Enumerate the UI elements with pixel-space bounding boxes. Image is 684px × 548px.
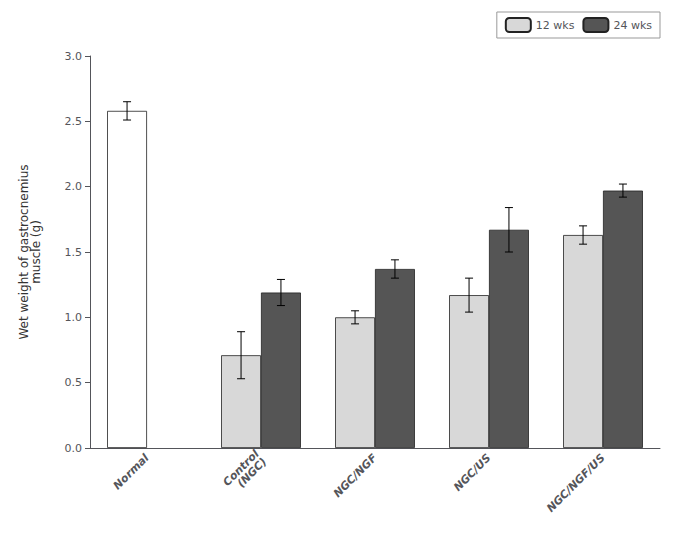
svg-text:3.0: 3.0	[65, 50, 83, 63]
svg-text:2.0: 2.0	[65, 180, 83, 193]
svg-text:NGC/NGF/US: NGC/NGF/US	[544, 451, 608, 515]
svg-text:muscle (g): muscle (g)	[29, 220, 43, 284]
svg-text:NGC/US: NGC/US	[451, 451, 494, 494]
svg-text:Control: Control	[220, 447, 262, 489]
svg-text:0.5: 0.5	[65, 376, 83, 389]
svg-text:24 wks: 24 wks	[613, 19, 652, 32]
svg-text:1.5: 1.5	[65, 246, 83, 259]
svg-text:2.5: 2.5	[65, 115, 83, 128]
svg-text:Normal: Normal	[111, 451, 152, 492]
svg-text:Wet weight of gastrocnemius: Wet weight of gastrocnemius	[17, 164, 31, 340]
svg-text:1.0: 1.0	[65, 311, 83, 324]
svg-text:12 wks: 12 wks	[536, 19, 575, 32]
svg-text:(NGC): (NGC)	[235, 455, 270, 490]
svg-text:NGC/NGF: NGC/NGF	[331, 451, 380, 500]
svg-text:0.0: 0.0	[65, 442, 83, 455]
